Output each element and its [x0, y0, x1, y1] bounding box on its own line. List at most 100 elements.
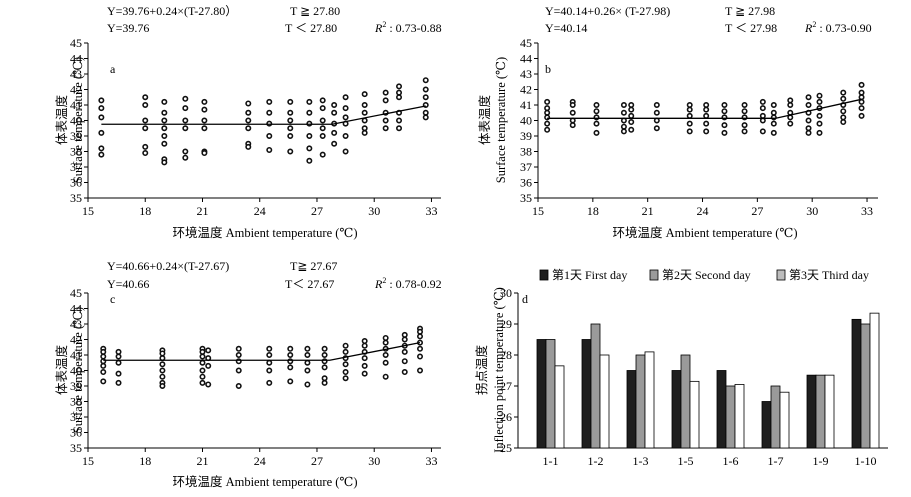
data-point — [304, 381, 311, 388]
data-point — [620, 128, 627, 135]
data-point — [653, 109, 660, 116]
y-axis-label-en: Surface temperature (℃) — [494, 57, 508, 183]
data-point — [686, 128, 693, 135]
y-tick-label: 42 — [520, 83, 532, 97]
y-tick-label: 35 — [70, 191, 82, 205]
y-tick-label: 45 — [70, 36, 82, 50]
data-point — [569, 109, 576, 116]
data-point — [544, 109, 551, 116]
data-point — [770, 102, 777, 109]
y-axis-label-en: Surface temperature (℃) — [71, 57, 85, 183]
data-point — [805, 102, 812, 109]
data-point — [770, 129, 777, 136]
data-point — [759, 98, 766, 105]
data-point — [620, 123, 627, 130]
data-point — [321, 345, 328, 352]
y-tick-label: 36 — [70, 176, 82, 190]
data-point — [401, 331, 408, 338]
data-point — [816, 112, 823, 119]
y-axis-label-en: Inflection point temperature (℃) — [492, 287, 506, 453]
data-point — [342, 133, 349, 140]
data-point — [319, 97, 326, 104]
data-point — [741, 122, 748, 129]
y-tick-label: 43 — [520, 67, 532, 81]
data-point — [422, 94, 429, 101]
data-point — [266, 146, 273, 153]
data-point — [235, 382, 242, 389]
data-point — [142, 143, 149, 150]
y-tick-label: 43 — [70, 67, 82, 81]
data-point — [319, 151, 326, 158]
bar — [770, 385, 781, 449]
data-point — [840, 95, 847, 102]
data-point — [266, 345, 273, 352]
data-point — [342, 105, 349, 112]
data-point — [721, 108, 728, 115]
data-point — [396, 94, 403, 101]
bar — [599, 354, 610, 449]
data-point — [593, 120, 600, 127]
data-point — [396, 117, 403, 124]
data-point — [235, 345, 242, 352]
data-point — [840, 114, 847, 121]
data-point — [161, 98, 168, 105]
data-point — [342, 94, 349, 101]
condition-lower: T ＜ 27.98 — [725, 21, 777, 35]
data-point — [703, 120, 710, 127]
data-point — [245, 143, 252, 150]
r2-symbol: R — [374, 277, 383, 291]
condition-lower: T ＜ 27.80 — [285, 21, 337, 35]
data-point — [142, 117, 149, 124]
data-point — [417, 367, 424, 374]
data-point — [199, 373, 206, 380]
x-tick-label: 27 — [311, 454, 323, 468]
data-point — [401, 369, 408, 376]
data-point — [417, 328, 424, 335]
equation-lower: Y=40.66 — [107, 277, 149, 291]
data-point — [770, 120, 777, 127]
data-point — [142, 102, 149, 109]
data-point — [100, 362, 107, 369]
data-point — [858, 112, 865, 119]
x-tick-label: 21 — [196, 454, 208, 468]
data-point — [422, 86, 429, 93]
data-point — [759, 112, 766, 119]
data-point — [182, 154, 189, 161]
fit-line — [101, 105, 426, 125]
data-point — [182, 148, 189, 155]
bar — [536, 339, 547, 449]
data-point — [287, 345, 294, 352]
data-point — [159, 361, 166, 368]
data-point — [331, 109, 338, 116]
data-point — [321, 375, 328, 382]
bar — [806, 374, 817, 449]
data-point — [816, 129, 823, 136]
data-point — [321, 379, 328, 386]
data-point — [382, 339, 389, 346]
data-point — [840, 119, 847, 126]
data-point — [115, 379, 122, 386]
data-point — [266, 98, 273, 105]
data-point — [161, 133, 168, 140]
bar — [590, 323, 601, 449]
data-point — [361, 102, 368, 109]
data-point — [342, 348, 349, 355]
r-squared: R2: 0.78-0.92 — [374, 276, 442, 291]
x-tick-label: 21 — [642, 204, 654, 218]
y-tick-label: 39 — [520, 129, 532, 143]
data-point — [686, 112, 693, 119]
legend-label-third-day: 第3天 Third day — [789, 268, 869, 282]
data-point — [319, 117, 326, 124]
condition-upper: T ≧ 27.98 — [725, 4, 775, 18]
data-point — [653, 102, 660, 109]
data-point — [161, 140, 168, 147]
x-tick-label: 33 — [425, 204, 437, 218]
data-point — [741, 128, 748, 135]
legend-swatch-third-day — [776, 269, 786, 281]
data-point — [593, 108, 600, 115]
y-tick-label: 44 — [70, 302, 82, 316]
data-point — [201, 150, 208, 157]
data-point — [287, 148, 294, 155]
y-tick-label: 37 — [520, 160, 532, 174]
